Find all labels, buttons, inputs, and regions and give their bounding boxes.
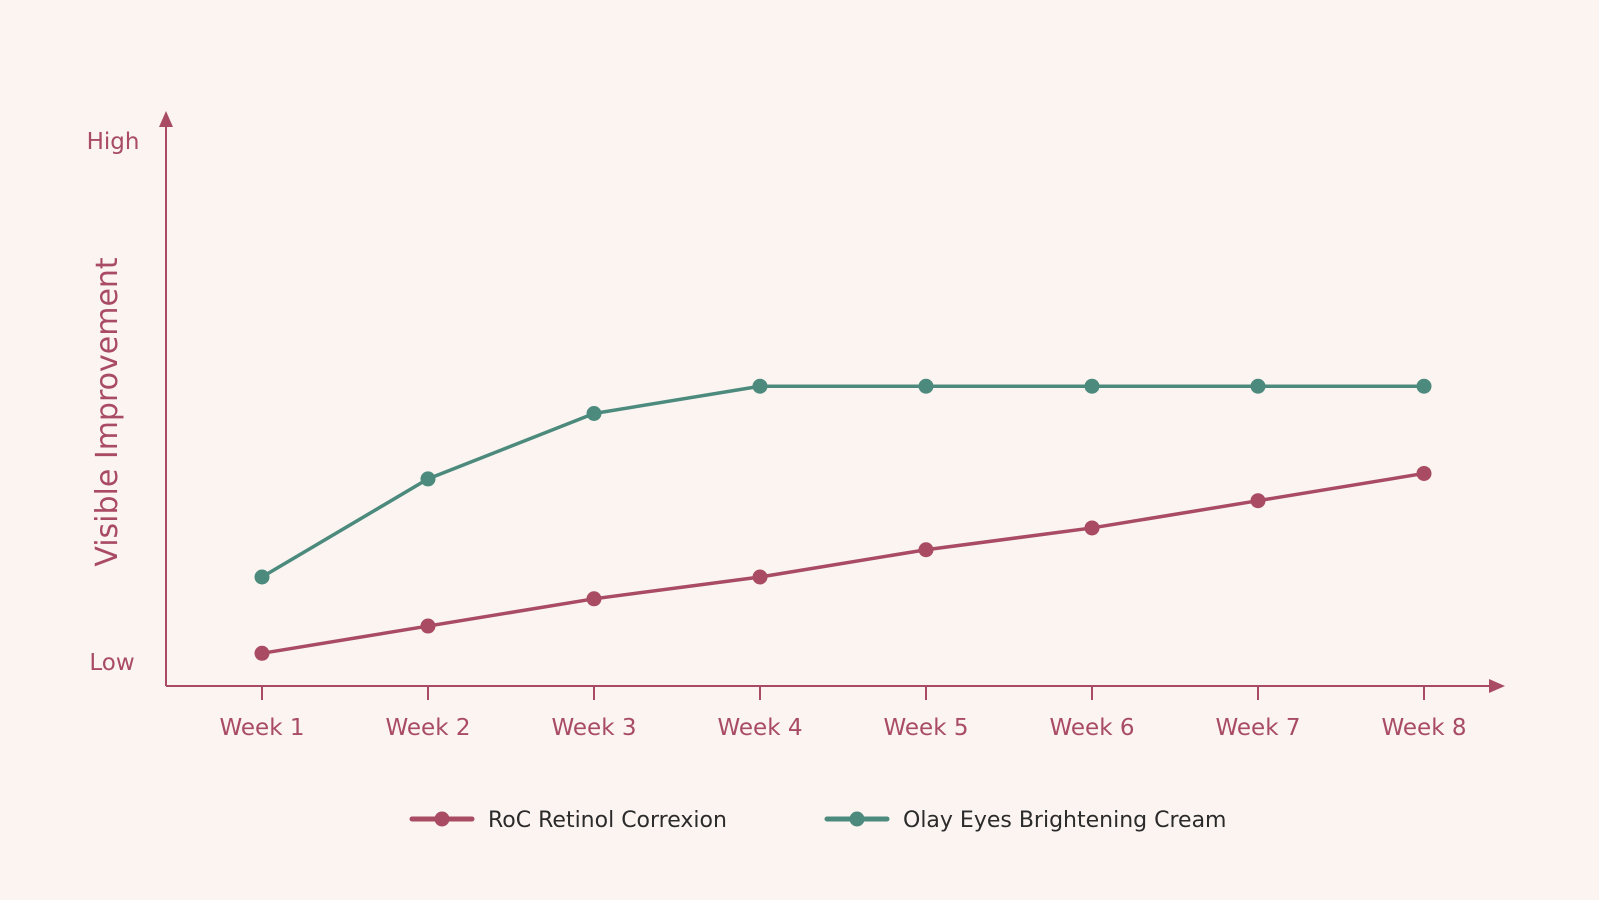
legend-item: RoC Retinol Correxion — [409, 808, 727, 833]
data-point — [918, 542, 934, 558]
legend: RoC Retinol Correxion Olay Eyes Brighteni… — [409, 808, 1226, 833]
legend-swatch-dot — [849, 811, 865, 827]
series-line — [260, 384, 1426, 579]
x-tick-label: Week 1 — [220, 715, 305, 741]
legend-label: RoC Retinol Correxion — [488, 808, 727, 833]
x-tick-label: Week 7 — [1216, 715, 1301, 741]
x-tick-label: Week 4 — [718, 715, 803, 741]
x-tick-label: Week 6 — [1050, 715, 1135, 741]
legend-swatch-dot — [434, 811, 450, 827]
x-tick-label: Week 8 — [1382, 715, 1467, 741]
data-point — [752, 378, 768, 394]
data-point — [586, 591, 602, 607]
data-point — [1250, 493, 1266, 509]
x-ticks: Week 1 Week 2 Week 3 Week 4 Week 5 Week 6 Week… — [220, 686, 1467, 741]
legend-label: Olay Eyes Brightening Cream — [903, 808, 1226, 833]
series-line — [260, 471, 1426, 656]
data-point — [1250, 378, 1266, 394]
data-point — [1416, 465, 1432, 481]
series-layer — [254, 378, 1432, 661]
data-point — [254, 645, 270, 661]
x-tick-label: Week 3 — [552, 715, 637, 741]
data-point — [420, 618, 436, 634]
series-2 — [254, 378, 1432, 585]
data-point — [918, 378, 934, 394]
axes — [159, 111, 1505, 693]
y-tick-high: High — [87, 129, 140, 155]
legend-item: Olay Eyes Brightening Cream — [824, 808, 1226, 833]
data-point — [1084, 520, 1100, 536]
series-1 — [254, 465, 1432, 661]
data-point — [254, 569, 270, 585]
y-axis-title: Visible Improvement — [90, 257, 125, 567]
x-tick-label: Week 2 — [386, 715, 471, 741]
data-point — [752, 569, 768, 585]
data-point — [586, 406, 602, 421]
x-axis-arrow-icon — [1489, 679, 1505, 693]
data-point — [420, 471, 436, 487]
x-tick-label: Week 5 — [884, 715, 969, 741]
y-axis-arrow-icon — [159, 111, 173, 127]
data-point — [1416, 378, 1432, 394]
y-tick-low: Low — [89, 650, 134, 676]
data-point — [1084, 378, 1100, 394]
